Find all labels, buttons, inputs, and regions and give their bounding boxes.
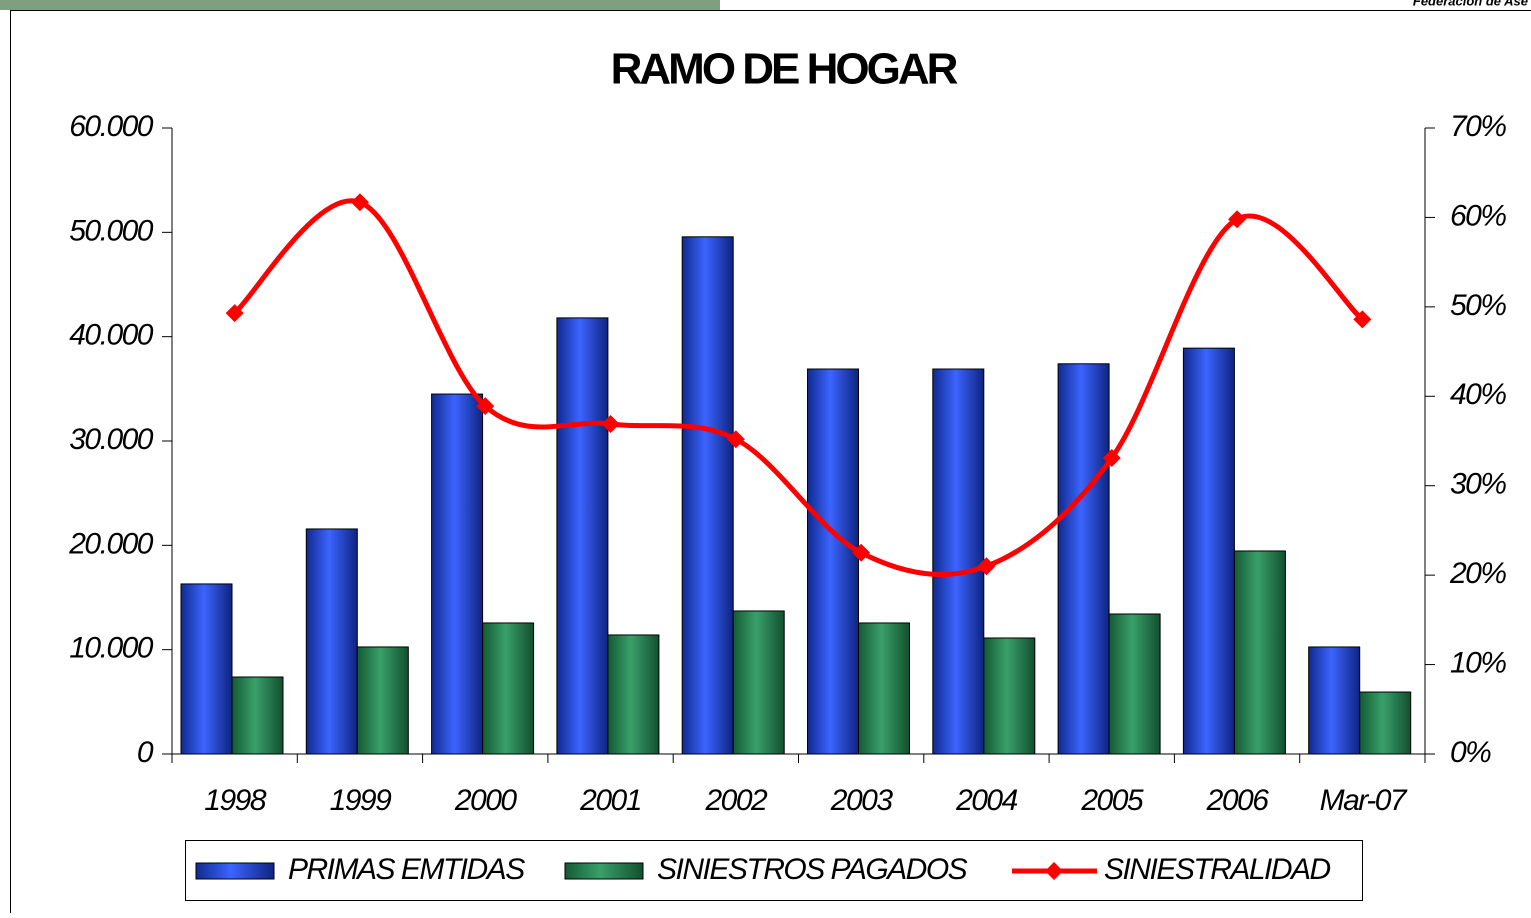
bar [232, 677, 283, 754]
bar [432, 394, 483, 754]
y-tick-label: 0 [137, 736, 154, 769]
bar [984, 638, 1035, 754]
bar [1109, 614, 1160, 754]
y2-tick-label: 40% [1450, 378, 1506, 411]
y2-tick-label: 30% [1450, 468, 1506, 501]
bar [733, 611, 784, 754]
chart-frame [11, 11, 1531, 914]
x-tick-label: 2002 [704, 784, 768, 817]
legend-swatch [196, 863, 274, 879]
y2-tick-label: 60% [1450, 199, 1506, 232]
bar [859, 623, 910, 754]
y-tick-label: 50.000 [69, 214, 154, 247]
bar [682, 237, 733, 754]
x-tick-label: 2006 [1206, 784, 1270, 817]
bar [1058, 364, 1109, 754]
x-tick-label: 2001 [579, 784, 641, 817]
y2-tick-label: 50% [1450, 289, 1506, 322]
bar [357, 647, 408, 754]
bar [1309, 647, 1360, 754]
bar [1234, 551, 1285, 754]
y-tick-label: 30.000 [69, 423, 154, 456]
y-tick-label: 40.000 [69, 319, 154, 352]
bar [933, 369, 984, 754]
legend-label: SINIESTROS PAGADOS [657, 853, 968, 886]
x-tick-label: 1999 [330, 784, 393, 817]
legend-label: PRIMAS EMTIDAS [288, 853, 525, 886]
x-tick-label: 2000 [454, 784, 518, 817]
y-tick-label: 10.000 [69, 632, 154, 665]
y2-tick-label: 10% [1450, 646, 1506, 679]
x-tick-label: 2003 [830, 784, 894, 817]
bar [181, 584, 232, 754]
bar [557, 318, 608, 754]
x-tick-label: Mar-07 [1320, 784, 1408, 817]
y2-tick-label: 20% [1449, 557, 1506, 590]
x-tick-label: 2005 [1080, 784, 1144, 817]
bar [608, 635, 659, 754]
bar [1183, 348, 1234, 754]
legend-label: SINIESTRALIDAD [1104, 853, 1331, 886]
x-tick-label: 1998 [204, 784, 267, 817]
bar [483, 623, 534, 754]
legend-swatch [565, 863, 643, 879]
x-tick-label: 2004 [955, 784, 1018, 817]
bar [306, 529, 357, 754]
y-tick-label: 60.000 [69, 110, 154, 143]
y2-tick-label: 0% [1450, 736, 1491, 769]
bar [1360, 692, 1411, 754]
chart-title: RAMO DE HOGAR [611, 45, 958, 94]
header-band [0, 0, 720, 10]
bar [808, 369, 859, 754]
y2-tick-label: 70% [1450, 110, 1506, 143]
y-tick-label: 20.000 [68, 527, 154, 560]
header-text: Federación de Ase [1413, 0, 1528, 8]
